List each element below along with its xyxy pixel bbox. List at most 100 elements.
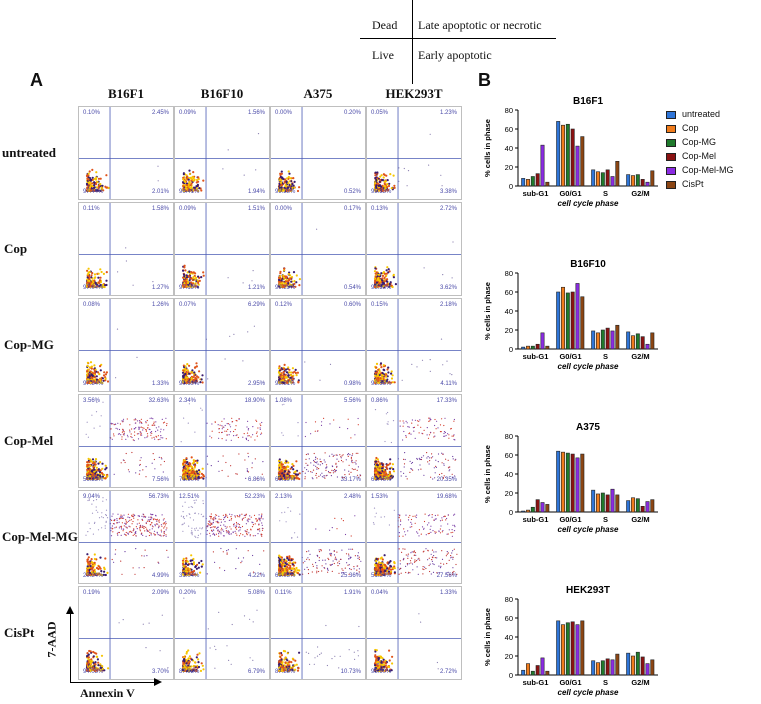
flow-event [112, 528, 113, 529]
flow-event [443, 425, 444, 426]
flow-event [91, 169, 93, 171]
flow-event [127, 418, 128, 419]
flow-event [134, 428, 135, 429]
flow-event [220, 532, 221, 533]
flow-event [315, 466, 316, 467]
flow-event [436, 428, 437, 429]
flow-event [207, 456, 208, 457]
flow-event [119, 518, 120, 519]
flow-event [217, 530, 218, 531]
flow-event [403, 459, 404, 460]
flow-event [327, 569, 328, 570]
flow-event [142, 519, 143, 520]
flow-event [89, 375, 91, 377]
flow-event [215, 421, 216, 422]
flow-event [239, 529, 240, 530]
flow-event [341, 518, 342, 519]
flow-event [331, 454, 332, 455]
flow-event [375, 366, 377, 368]
flow-event [352, 453, 353, 454]
flow-event [349, 465, 350, 466]
flow-event [129, 526, 130, 527]
flow-event [160, 535, 161, 536]
flow-event [231, 440, 232, 441]
flow-event [166, 523, 167, 524]
flow-event [352, 455, 353, 456]
flow-event [351, 460, 352, 461]
quadrant-percent-ul: 0.13% [371, 206, 388, 212]
quadrant-percent-ll: 93.56% [371, 381, 391, 387]
flow-event [133, 514, 134, 515]
flow-event [255, 420, 256, 421]
flow-event [233, 525, 234, 526]
flow-event [280, 461, 282, 463]
flow-event [166, 550, 167, 551]
flow-event [196, 471, 198, 473]
flow-event [88, 556, 90, 558]
flow-event [163, 429, 164, 430]
flow-event [218, 522, 219, 523]
flow-event [162, 514, 163, 515]
flow-event [214, 527, 215, 528]
flow-plot: 0.11%1.58%97.04%1.27% [78, 202, 174, 296]
flow-event [158, 525, 159, 526]
flow-event [112, 525, 113, 526]
flow-event [156, 427, 157, 428]
flow-event [101, 415, 102, 416]
flow-event [435, 472, 436, 473]
flow-event [101, 527, 102, 528]
flow-event [324, 475, 325, 476]
flow-event [388, 185, 390, 187]
flow-event [327, 558, 328, 559]
flow-event [415, 438, 416, 439]
flow-event [428, 438, 429, 439]
flow-event [299, 574, 301, 576]
flow-event [119, 527, 120, 528]
flow-event [184, 467, 186, 469]
flow-event [404, 168, 405, 169]
quadrant-percent-lr: 0.52% [344, 189, 361, 195]
row-header: Cop-Mel-MG [2, 529, 78, 545]
quadrant-percent-ul: 0.05% [371, 110, 388, 116]
flow-event [211, 524, 212, 525]
flow-event [412, 462, 413, 463]
column-header: B16F10 [174, 86, 270, 102]
flow-event [411, 364, 412, 365]
flow-event [163, 535, 164, 536]
flow-event [105, 373, 107, 375]
flow-scatter [175, 395, 269, 487]
flow-event [189, 173, 191, 175]
flow-event [155, 421, 156, 422]
flow-event [163, 471, 164, 472]
flow-event [424, 430, 425, 431]
flow-event [107, 380, 109, 382]
flow-event [190, 278, 192, 280]
flow-event [284, 512, 285, 513]
flow-event [197, 276, 199, 278]
flow-event [423, 475, 424, 476]
flow-event [195, 537, 196, 538]
flow-event [375, 466, 377, 468]
flow-event [142, 469, 143, 470]
flow-event [210, 535, 211, 536]
flow-event [248, 471, 249, 472]
flow-event [94, 428, 95, 429]
flow-event [188, 270, 190, 272]
flow-event [416, 366, 417, 367]
flow-event [231, 514, 232, 515]
flow-event [193, 371, 195, 373]
flow-event [147, 530, 148, 531]
flow-event [351, 461, 352, 462]
flow-event [148, 425, 149, 426]
flow-event [424, 267, 425, 268]
flow-event [292, 468, 294, 470]
flow-event [337, 476, 338, 477]
flow-event [452, 456, 453, 457]
flow-event [99, 268, 101, 270]
flow-event [190, 563, 192, 565]
flow-event [160, 431, 161, 432]
flow-event [115, 424, 116, 425]
flow-event [241, 514, 242, 515]
flow-scatter [79, 491, 173, 583]
flow-scatter [271, 299, 365, 391]
